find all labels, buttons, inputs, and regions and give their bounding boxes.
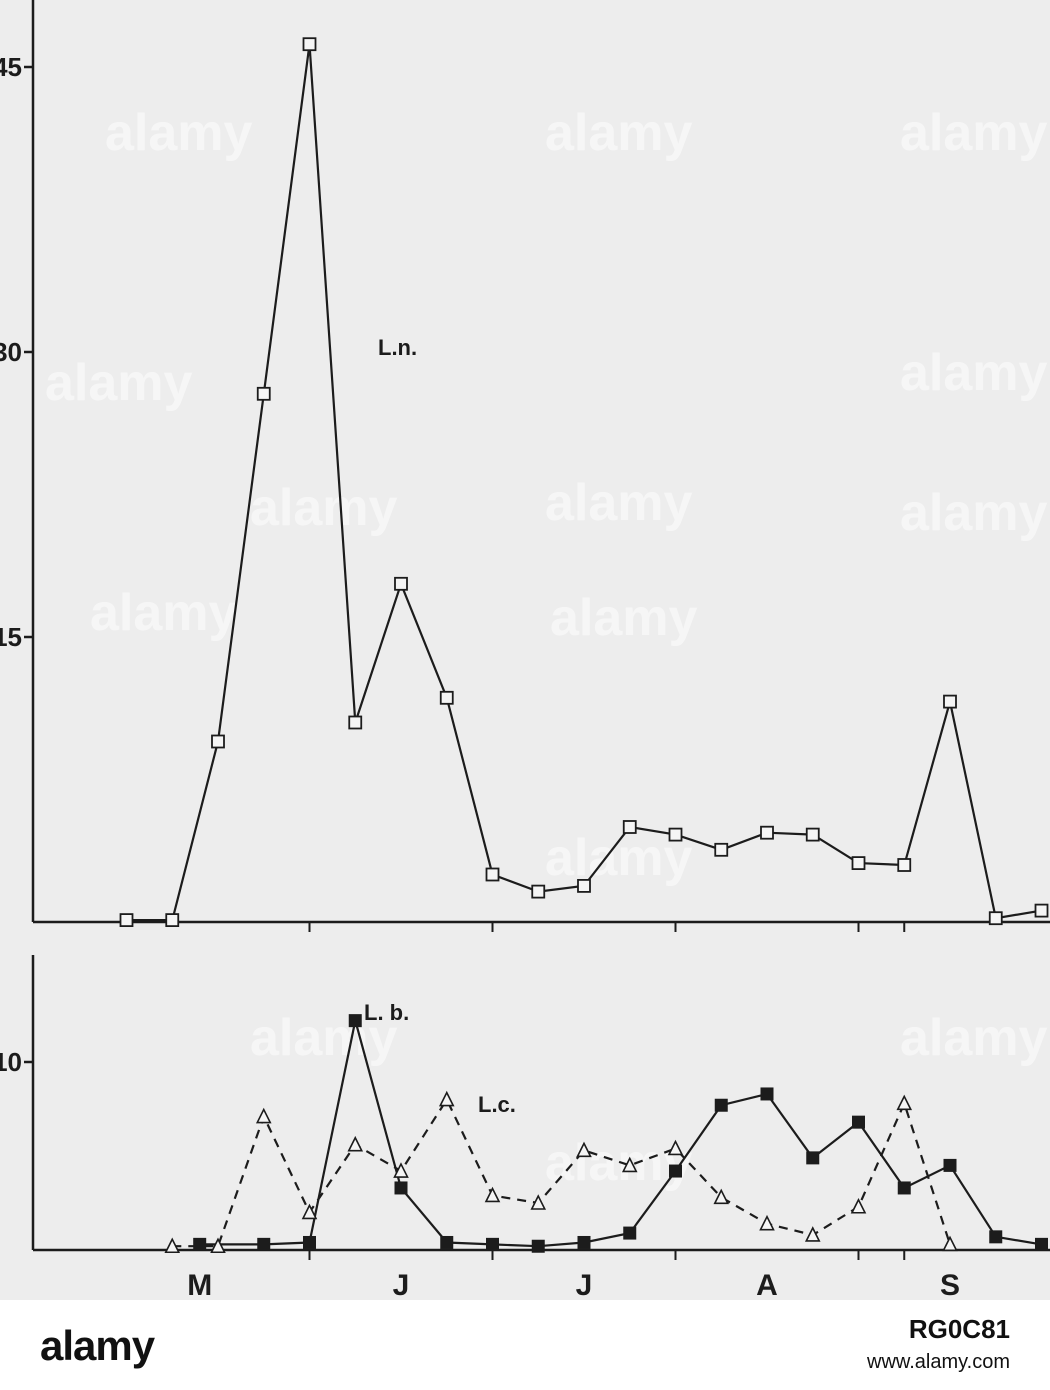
data-point: [943, 1158, 957, 1172]
data-point: [851, 856, 866, 870]
watermark-text: alamy: [250, 479, 398, 537]
banner-logo: alamy: [40, 1322, 155, 1369]
data-point: [164, 1237, 181, 1254]
data-point: [256, 386, 271, 401]
data-point: [1034, 903, 1049, 918]
watermark-text: alamy: [45, 354, 193, 412]
y-tick-label: 30: [0, 337, 22, 367]
watermark-text: alamy: [545, 474, 693, 532]
chart-figure: alamy alamy alamy alamy alamy alamy alamy alamy…: [0, 0, 1050, 1300]
data-point: [303, 1235, 316, 1249]
banner-reference: RG0C81 www.alamy.com: [867, 1314, 1010, 1374]
data-point: [805, 827, 820, 842]
watermark-text: alamy: [545, 829, 693, 887]
data-point: [439, 690, 454, 705]
data-point: [393, 1162, 409, 1178]
data-point: [1035, 1237, 1048, 1251]
data-point: [621, 1156, 638, 1173]
data-point: [530, 1194, 547, 1210]
data-point: [257, 1237, 271, 1251]
data-point: [485, 867, 500, 882]
stock-banner: alamy RG0C81 www.alamy.com: [0, 1300, 1050, 1390]
watermark-text: alamy: [250, 1009, 398, 1067]
data-point: [484, 1186, 501, 1203]
data-point: [486, 1237, 499, 1251]
series-label: L.n.: [378, 335, 417, 360]
data-point: [806, 1151, 820, 1165]
data-point: [713, 1188, 730, 1205]
data-point: [622, 820, 637, 834]
data-point: [255, 1107, 272, 1124]
y-tick-label: 15: [0, 622, 22, 652]
image-code: RG0C81: [908, 1314, 1010, 1344]
data-point: [348, 715, 363, 730]
site-url: www.alamy.com: [867, 1351, 1010, 1373]
watermark-text: alamy: [90, 584, 238, 642]
data-point: [577, 1235, 591, 1249]
data-point: [760, 1087, 774, 1101]
watermark-text: alamy: [900, 344, 1048, 402]
data-point: [669, 1164, 682, 1178]
x-tick-label: S: [940, 1269, 960, 1300]
watermark-text: alamy: [900, 1009, 1048, 1067]
data-point: [714, 842, 729, 857]
data-point: [577, 879, 591, 893]
data-point: [210, 1237, 226, 1254]
data-point: [394, 1181, 408, 1195]
watermark-text: alamy: [105, 104, 253, 162]
data-point: [347, 1135, 364, 1152]
series-line: [172, 1097, 952, 1248]
data-point: [438, 1090, 455, 1107]
data-point: [302, 37, 317, 52]
x-tick-label: M: [187, 1269, 212, 1300]
series-label: L.c.: [478, 1092, 516, 1117]
data-point: [988, 911, 1003, 926]
watermark-text: alamy: [545, 1134, 693, 1192]
data-point: [531, 884, 546, 899]
data-point: [193, 1237, 207, 1251]
data-point: [760, 825, 774, 840]
x-tick-label: A: [756, 1269, 778, 1300]
data-point: [897, 1181, 911, 1195]
data-point: [211, 734, 225, 749]
data-point: [394, 576, 408, 591]
data-point: [852, 1115, 865, 1129]
watermark-text: alamy: [900, 104, 1048, 162]
data-point: [623, 1226, 637, 1240]
y-tick-label: 45: [0, 52, 22, 82]
data-point: [348, 1014, 362, 1028]
x-tick-label: J: [576, 1269, 593, 1300]
data-point: [531, 1239, 545, 1253]
data-point: [714, 1098, 728, 1112]
watermark-text: alamy: [550, 589, 698, 647]
data-point: [942, 1235, 958, 1252]
data-point: [804, 1226, 821, 1242]
data-point: [301, 1203, 318, 1220]
data-point: [165, 913, 180, 927]
chart-panel-2: 10 M J J A S: [0, 955, 1050, 1300]
data-point: [896, 1094, 913, 1111]
data-point: [667, 1139, 684, 1156]
data-point: [440, 1235, 454, 1249]
x-tick-label: J: [393, 1269, 410, 1300]
chart-panel-1: 15 30 45: [0, 0, 1050, 932]
data-point: [119, 913, 134, 927]
y-tick-label: 10: [0, 1047, 22, 1077]
watermark-text: alamy: [545, 104, 693, 162]
data-point: [850, 1197, 867, 1214]
data-point: [897, 858, 912, 872]
data-point: [943, 694, 957, 709]
data-point: [989, 1230, 1003, 1244]
series-label: L. b.: [364, 1000, 409, 1025]
data-point: [576, 1141, 592, 1158]
data-point: [759, 1214, 775, 1231]
data-point: [668, 827, 683, 842]
watermark-text: alamy: [900, 484, 1048, 542]
